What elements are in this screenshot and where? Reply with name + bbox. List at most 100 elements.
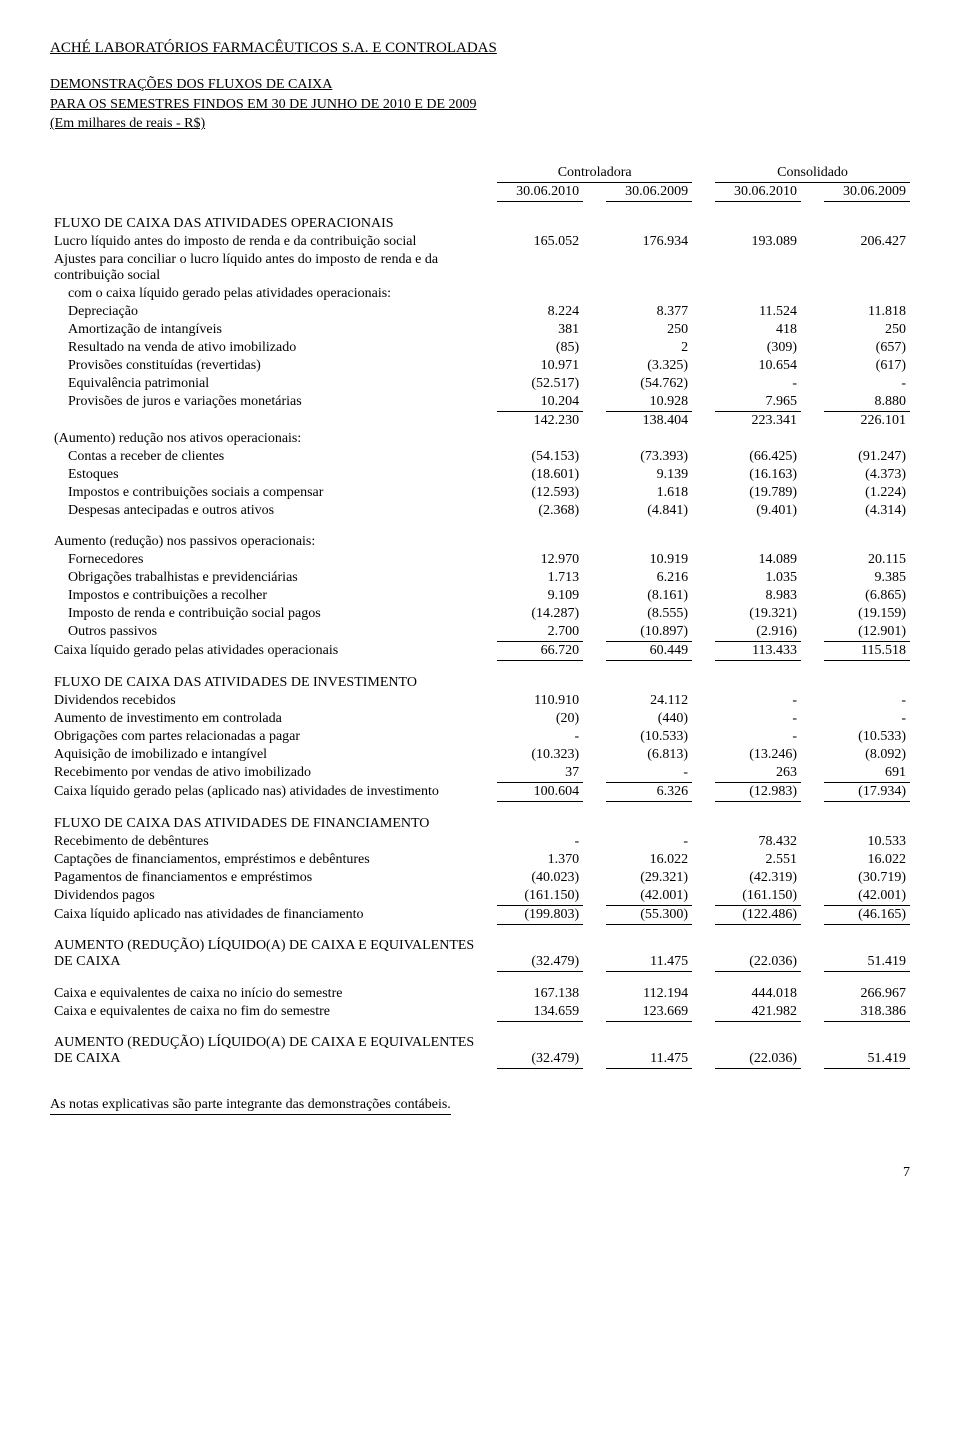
cell-value: (309) <box>715 339 801 357</box>
table-row: Obrigações com partes relacionadas a pag… <box>50 728 910 746</box>
cell-value: 115.518 <box>824 641 910 660</box>
cell-value: (8.161) <box>606 587 692 605</box>
table-row: Aquisição de imobilizado e intangível(10… <box>50 746 910 764</box>
cell-value <box>497 251 583 285</box>
cell-value: (2.368) <box>497 502 583 520</box>
cell-value: (3.325) <box>606 357 692 375</box>
table-row: AUMENTO (REDUÇÃO) LÍQUIDO(A) DE CAIXA E … <box>50 1021 910 1068</box>
cell-value: 2 <box>606 339 692 357</box>
table-row: Captações de financiamentos, empréstimos… <box>50 851 910 869</box>
row-label: Obrigações com partes relacionadas a pag… <box>50 728 497 746</box>
cell-value: (30.719) <box>824 869 910 887</box>
cell-value: 66.720 <box>497 641 583 660</box>
cell-value: - <box>824 692 910 710</box>
table-row: Resultado na venda de ativo imobilizado(… <box>50 339 910 357</box>
cell-value: 24.112 <box>606 692 692 710</box>
cell-value: (22.036) <box>715 1021 801 1068</box>
row-label: Despesas antecipadas e outros ativos <box>50 502 497 520</box>
footer-note: As notas explicativas são parte integran… <box>50 1097 451 1115</box>
table-row: Caixa líquido aplicado nas atividades de… <box>50 905 910 924</box>
cell-value: (12.983) <box>715 782 801 801</box>
section-title-row: Aumento (redução) nos passivos operacion… <box>50 520 910 551</box>
row-label: Provisões constituídas (revertidas) <box>50 357 497 375</box>
cell-value: (9.401) <box>715 502 801 520</box>
company-title: ACHÉ LABORATÓRIOS FARMACÊUTICOS S.A. E C… <box>50 40 910 57</box>
cell-value: (91.247) <box>824 448 910 466</box>
row-label: Fornecedores <box>50 551 497 569</box>
cell-value: 1.713 <box>497 569 583 587</box>
section-title: FLUXO DE CAIXA DAS ATIVIDADES DE FINANCI… <box>50 801 910 833</box>
cell-value: 2.551 <box>715 851 801 869</box>
cell-value: (6.813) <box>606 746 692 764</box>
row-label: Depreciação <box>50 303 497 321</box>
cell-value: (32.479) <box>497 924 583 971</box>
cell-value: (4.841) <box>606 502 692 520</box>
table-row: Equivalência patrimonial(52.517)(54.762)… <box>50 375 910 393</box>
table-row: AUMENTO (REDUÇÃO) LÍQUIDO(A) DE CAIXA E … <box>50 924 910 971</box>
cell-value: (73.393) <box>606 448 692 466</box>
row-label: Outros passivos <box>50 623 497 642</box>
cell-value: 78.432 <box>715 833 801 851</box>
cell-value: 10.971 <box>497 357 583 375</box>
table-row: Provisões constituídas (revertidas)10.97… <box>50 357 910 375</box>
cell-value: (55.300) <box>606 905 692 924</box>
cell-value: 263 <box>715 764 801 783</box>
cell-value: (54.762) <box>606 375 692 393</box>
cell-value: 8.983 <box>715 587 801 605</box>
cell-value: (66.425) <box>715 448 801 466</box>
cell-value: 14.089 <box>715 551 801 569</box>
row-label: Captações de financiamentos, empréstimos… <box>50 851 497 869</box>
table-row: Caixa e equivalentes de caixa no início … <box>50 971 910 1003</box>
statement-subtitle: DEMONSTRAÇÕES DOS FLUXOS DE CAIXA PARA O… <box>50 75 910 134</box>
table-row: Caixa líquido gerado pelas (aplicado nas… <box>50 782 910 801</box>
page-number: 7 <box>50 1165 910 1181</box>
cell-value: 193.089 <box>715 233 801 251</box>
cell-value: 7.965 <box>715 393 801 412</box>
row-label: com o caixa líquido gerado pelas ativida… <box>50 285 497 303</box>
cell-value: (10.533) <box>606 728 692 746</box>
cell-value: 37 <box>497 764 583 783</box>
cell-value: 9.109 <box>497 587 583 605</box>
cell-value: (14.287) <box>497 605 583 623</box>
cell-value: 1.370 <box>497 851 583 869</box>
cell-value: (19.321) <box>715 605 801 623</box>
cell-value: 11.524 <box>715 303 801 321</box>
row-label <box>50 411 497 430</box>
cell-value: (42.001) <box>824 887 910 906</box>
table-row: Dividendos pagos(161.150)(42.001)(161.15… <box>50 887 910 906</box>
row-label: Aquisição de imobilizado e intangível <box>50 746 497 764</box>
cell-value: (42.001) <box>606 887 692 906</box>
cell-value: 142.230 <box>497 411 583 430</box>
table-row: Caixa líquido gerado pelas atividades op… <box>50 641 910 660</box>
cell-value: 421.982 <box>715 1003 801 1022</box>
cell-value: (4.314) <box>824 502 910 520</box>
cell-value: 418 <box>715 321 801 339</box>
cell-value: 2.700 <box>497 623 583 642</box>
cell-value: 250 <box>824 321 910 339</box>
cell-value: - <box>715 710 801 728</box>
cell-value: 8.880 <box>824 393 910 412</box>
cell-value: 100.604 <box>497 782 583 801</box>
cell-value: (10.533) <box>824 728 910 746</box>
cell-value: - <box>497 833 583 851</box>
cell-value: - <box>606 833 692 851</box>
row-label: Recebimento de debêntures <box>50 833 497 851</box>
cell-value <box>824 430 910 448</box>
section-title-row: FLUXO DE CAIXA DAS ATIVIDADES DE FINANCI… <box>50 801 910 833</box>
table-row: Dividendos recebidos110.91024.112-- <box>50 692 910 710</box>
cell-value: 6.326 <box>606 782 692 801</box>
cell-value <box>715 251 801 285</box>
cell-value: - <box>824 710 910 728</box>
table-row: Provisões de juros e variações monetária… <box>50 393 910 412</box>
cell-value: (12.901) <box>824 623 910 642</box>
cell-value: 8.377 <box>606 303 692 321</box>
cell-value: 9.385 <box>824 569 910 587</box>
table-row: Ajustes para conciliar o lucro líquido a… <box>50 251 910 285</box>
cell-value: 16.022 <box>606 851 692 869</box>
cell-value: - <box>715 692 801 710</box>
cell-value: (10.323) <box>497 746 583 764</box>
row-label: Dividendos recebidos <box>50 692 497 710</box>
cell-value: - <box>606 764 692 783</box>
cell-value: (8.555) <box>606 605 692 623</box>
cell-value: 16.022 <box>824 851 910 869</box>
